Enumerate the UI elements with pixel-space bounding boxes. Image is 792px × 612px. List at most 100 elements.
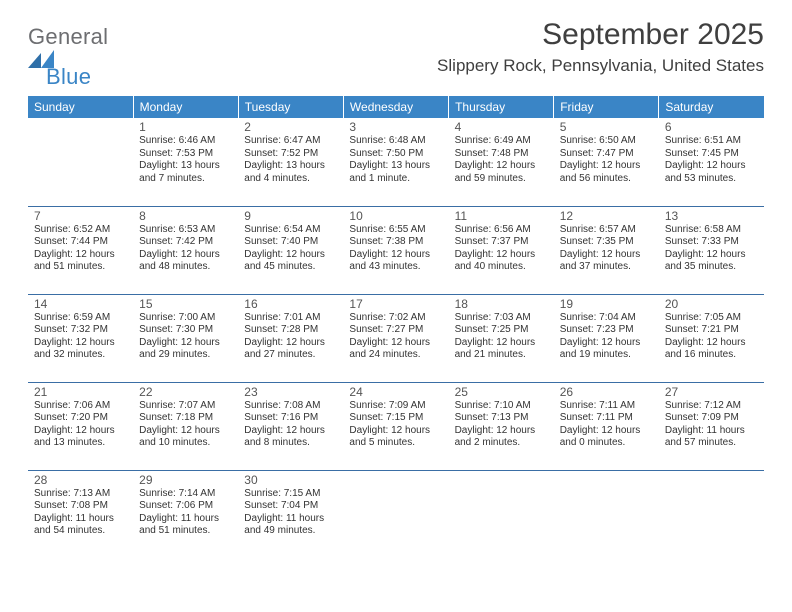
sunrise-text: Sunrise: 6:56 AM bbox=[455, 224, 548, 237]
calendar-day-cell: 26Sunrise: 7:11 AMSunset: 7:11 PMDayligh… bbox=[554, 382, 659, 470]
sunrise-text: Sunrise: 7:12 AM bbox=[665, 400, 758, 413]
sunrise-text: Sunrise: 7:09 AM bbox=[349, 400, 442, 413]
calendar-day-cell: 6Sunrise: 6:51 AMSunset: 7:45 PMDaylight… bbox=[659, 118, 764, 206]
daylight-text: Daylight: 12 hours bbox=[455, 249, 548, 262]
brand-word-1: General bbox=[28, 24, 108, 49]
calendar-day-cell: 5Sunrise: 6:50 AMSunset: 7:47 PMDaylight… bbox=[554, 118, 659, 206]
sunset-text: Sunset: 7:27 PM bbox=[349, 324, 442, 337]
daylight-text: Daylight: 12 hours bbox=[455, 160, 548, 173]
daylight-text: Daylight: 12 hours bbox=[349, 249, 442, 262]
calendar-week-row: 21Sunrise: 7:06 AMSunset: 7:20 PMDayligh… bbox=[28, 382, 764, 470]
day-number: 17 bbox=[349, 297, 442, 311]
daylight-text: and 37 minutes. bbox=[560, 261, 653, 274]
sunrise-text: Sunrise: 7:11 AM bbox=[560, 400, 653, 413]
daylight-text: and 24 minutes. bbox=[349, 349, 442, 362]
daylight-text: and 13 minutes. bbox=[34, 437, 127, 450]
sunrise-text: Sunrise: 7:15 AM bbox=[244, 488, 337, 501]
day-number: 15 bbox=[139, 297, 232, 311]
daylight-text: and 21 minutes. bbox=[455, 349, 548, 362]
sunset-text: Sunset: 7:21 PM bbox=[665, 324, 758, 337]
daylight-text: and 32 minutes. bbox=[34, 349, 127, 362]
daylight-text: and 51 minutes. bbox=[34, 261, 127, 274]
sunset-text: Sunset: 7:33 PM bbox=[665, 236, 758, 249]
sunset-text: Sunset: 7:37 PM bbox=[455, 236, 548, 249]
calendar-day-cell: 18Sunrise: 7:03 AMSunset: 7:25 PMDayligh… bbox=[449, 294, 554, 382]
daylight-text: and 40 minutes. bbox=[455, 261, 548, 274]
sunset-text: Sunset: 7:50 PM bbox=[349, 148, 442, 161]
daylight-text: Daylight: 12 hours bbox=[34, 337, 127, 350]
calendar-week-row: 28Sunrise: 7:13 AMSunset: 7:08 PMDayligh… bbox=[28, 470, 764, 558]
sunrise-text: Sunrise: 7:04 AM bbox=[560, 312, 653, 325]
calendar-day-cell: 1Sunrise: 6:46 AMSunset: 7:53 PMDaylight… bbox=[133, 118, 238, 206]
sunset-text: Sunset: 7:20 PM bbox=[34, 412, 127, 425]
day-number: 29 bbox=[139, 473, 232, 487]
calendar-day-cell: 4Sunrise: 6:49 AMSunset: 7:48 PMDaylight… bbox=[449, 118, 554, 206]
calendar-table: SundayMondayTuesdayWednesdayThursdayFrid… bbox=[28, 96, 764, 558]
day-number: 26 bbox=[560, 385, 653, 399]
weekday-header: Sunday bbox=[28, 96, 133, 118]
calendar-day-cell: 16Sunrise: 7:01 AMSunset: 7:28 PMDayligh… bbox=[238, 294, 343, 382]
calendar-day-cell: 2Sunrise: 6:47 AMSunset: 7:52 PMDaylight… bbox=[238, 118, 343, 206]
day-number: 9 bbox=[244, 209, 337, 223]
sunrise-text: Sunrise: 6:48 AM bbox=[349, 135, 442, 148]
daylight-text: and 10 minutes. bbox=[139, 437, 232, 450]
daylight-text: and 57 minutes. bbox=[665, 437, 758, 450]
daylight-text: and 45 minutes. bbox=[244, 261, 337, 274]
daylight-text: Daylight: 11 hours bbox=[34, 513, 127, 526]
calendar-day-cell: 21Sunrise: 7:06 AMSunset: 7:20 PMDayligh… bbox=[28, 382, 133, 470]
sunset-text: Sunset: 7:18 PM bbox=[139, 412, 232, 425]
daylight-text: and 35 minutes. bbox=[665, 261, 758, 274]
calendar-day-cell: 28Sunrise: 7:13 AMSunset: 7:08 PMDayligh… bbox=[28, 470, 133, 558]
month-title: September 2025 bbox=[437, 18, 764, 52]
daylight-text: Daylight: 12 hours bbox=[665, 249, 758, 262]
calendar-day-cell: 15Sunrise: 7:00 AMSunset: 7:30 PMDayligh… bbox=[133, 294, 238, 382]
calendar-empty-cell bbox=[28, 118, 133, 206]
day-number: 11 bbox=[455, 209, 548, 223]
daylight-text: Daylight: 12 hours bbox=[349, 425, 442, 438]
sunrise-text: Sunrise: 6:57 AM bbox=[560, 224, 653, 237]
weekday-header: Tuesday bbox=[238, 96, 343, 118]
sunset-text: Sunset: 7:15 PM bbox=[349, 412, 442, 425]
calendar-empty-cell bbox=[343, 470, 448, 558]
daylight-text: Daylight: 13 hours bbox=[349, 160, 442, 173]
daylight-text: Daylight: 12 hours bbox=[665, 337, 758, 350]
sunset-text: Sunset: 7:08 PM bbox=[34, 500, 127, 513]
sunrise-text: Sunrise: 6:46 AM bbox=[139, 135, 232, 148]
calendar-day-cell: 20Sunrise: 7:05 AMSunset: 7:21 PMDayligh… bbox=[659, 294, 764, 382]
daylight-text: Daylight: 11 hours bbox=[244, 513, 337, 526]
weekday-header: Saturday bbox=[659, 96, 764, 118]
day-number: 12 bbox=[560, 209, 653, 223]
calendar-day-cell: 7Sunrise: 6:52 AMSunset: 7:44 PMDaylight… bbox=[28, 206, 133, 294]
sunset-text: Sunset: 7:38 PM bbox=[349, 236, 442, 249]
sunrise-text: Sunrise: 6:59 AM bbox=[34, 312, 127, 325]
calendar-week-row: 14Sunrise: 6:59 AMSunset: 7:32 PMDayligh… bbox=[28, 294, 764, 382]
sunset-text: Sunset: 7:11 PM bbox=[560, 412, 653, 425]
daylight-text: and 53 minutes. bbox=[665, 173, 758, 186]
daylight-text: Daylight: 12 hours bbox=[244, 425, 337, 438]
calendar-day-cell: 8Sunrise: 6:53 AMSunset: 7:42 PMDaylight… bbox=[133, 206, 238, 294]
calendar-week-row: 7Sunrise: 6:52 AMSunset: 7:44 PMDaylight… bbox=[28, 206, 764, 294]
calendar-empty-cell bbox=[659, 470, 764, 558]
day-number: 1 bbox=[139, 120, 232, 134]
sunrise-text: Sunrise: 6:55 AM bbox=[349, 224, 442, 237]
sunset-text: Sunset: 7:28 PM bbox=[244, 324, 337, 337]
day-number: 13 bbox=[665, 209, 758, 223]
day-number: 30 bbox=[244, 473, 337, 487]
day-number: 25 bbox=[455, 385, 548, 399]
day-number: 8 bbox=[139, 209, 232, 223]
sunset-text: Sunset: 7:32 PM bbox=[34, 324, 127, 337]
daylight-text: and 48 minutes. bbox=[139, 261, 232, 274]
daylight-text: and 2 minutes. bbox=[455, 437, 548, 450]
daylight-text: Daylight: 12 hours bbox=[349, 337, 442, 350]
day-number: 5 bbox=[560, 120, 653, 134]
daylight-text: Daylight: 12 hours bbox=[560, 425, 653, 438]
weekday-header: Friday bbox=[554, 96, 659, 118]
calendar-header-row: SundayMondayTuesdayWednesdayThursdayFrid… bbox=[28, 96, 764, 118]
brand-logo: General Blue bbox=[28, 18, 108, 90]
daylight-text: and 51 minutes. bbox=[139, 525, 232, 538]
day-number: 2 bbox=[244, 120, 337, 134]
sunrise-text: Sunrise: 7:00 AM bbox=[139, 312, 232, 325]
calendar-day-cell: 30Sunrise: 7:15 AMSunset: 7:04 PMDayligh… bbox=[238, 470, 343, 558]
calendar-day-cell: 3Sunrise: 6:48 AMSunset: 7:50 PMDaylight… bbox=[343, 118, 448, 206]
sunrise-text: Sunrise: 6:53 AM bbox=[139, 224, 232, 237]
